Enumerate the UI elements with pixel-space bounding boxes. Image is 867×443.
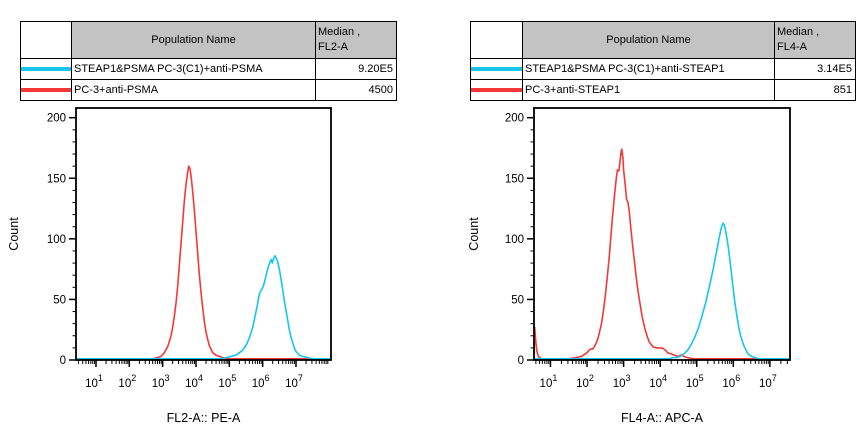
legend-table-fl2: Population Name Median , FL2-A STEAP1&PS… xyxy=(20,21,397,101)
x-tick-label: 106 xyxy=(252,373,270,390)
swatch-cell xyxy=(470,79,523,101)
y-tick-label: 50 xyxy=(53,294,66,306)
y-axis-title: Count xyxy=(467,217,481,251)
median-header-line1: Median , xyxy=(318,26,361,38)
legend-row-pc3: PC-3+anti-PSMA 4500 xyxy=(20,79,397,101)
population-name-header: Population Name xyxy=(71,21,316,59)
panel-fl2: Population Name Median , FL2-A STEAP1&PS… xyxy=(0,0,433,443)
y-tick-label: 100 xyxy=(505,234,524,246)
x-tick-label: 101 xyxy=(85,373,103,390)
x-tick-label: 104 xyxy=(649,373,667,390)
median-value: 9.20E5 xyxy=(315,58,397,80)
plot-box xyxy=(533,107,791,361)
legend-row-steap1-psma: STEAP1&PSMA PC-3(C1)+anti-STEAP1 3.14E5 xyxy=(470,58,856,80)
median-value: 3.14E5 xyxy=(774,58,856,80)
x-tick-label: 106 xyxy=(722,373,740,390)
y-tick-label: 150 xyxy=(505,173,524,185)
population-name: PC-3+anti-PSMA xyxy=(71,79,316,101)
x-tick-label: 102 xyxy=(576,373,594,390)
median-value: 851 xyxy=(774,79,856,101)
y-tick-label: 50 xyxy=(511,294,524,306)
x-tick-label: 105 xyxy=(218,373,236,390)
legend-header-row: Population Name Median , FL4-A xyxy=(470,21,856,59)
legend-header-row: Population Name Median , FL2-A xyxy=(20,21,397,59)
x-tick-label: 107 xyxy=(759,373,777,390)
histogram-curves xyxy=(534,148,790,360)
y-tick-label: 0 xyxy=(60,355,66,367)
histogram-chart-fl4: 101 102 103 104 105 106 107 0 50 100 150 200FL4-A::… xyxy=(467,107,791,425)
population-name: STEAP1&PSMA PC-3(C1)+anti-STEAP1 xyxy=(522,58,775,80)
x-axis: 101 102 103 104 105 106 107 xyxy=(535,360,788,390)
legend-swatch-header-cell xyxy=(20,21,72,59)
histogram-curve xyxy=(76,165,331,360)
y-tick-label: 200 xyxy=(47,113,66,125)
x-tick-label: 102 xyxy=(118,373,136,390)
median-header-line1: Median , xyxy=(777,26,820,38)
histogram-curve xyxy=(534,148,790,360)
legend-swatch-header-cell xyxy=(470,21,523,59)
x-axis-title: FL2-A:: PE-A xyxy=(167,411,241,425)
histogram-curve xyxy=(76,255,331,360)
y-tick-label: 150 xyxy=(47,173,66,185)
x-tick-label: 103 xyxy=(613,373,631,390)
legend-table-fl4: Population Name Median , FL4-A STEAP1&PS… xyxy=(470,21,856,101)
legend-row-steap1-psma: STEAP1&PSMA PC-3(C1)+anti-PSMA 9.20E5 xyxy=(20,58,397,80)
median-header: Median , FL2-A xyxy=(315,21,397,59)
x-tick-label: 103 xyxy=(152,373,170,390)
population-name: STEAP1&PSMA PC-3(C1)+anti-PSMA xyxy=(71,58,316,80)
legend-row-pc3: PC-3+anti-STEAP1 851 xyxy=(470,79,856,101)
y-tick-label: 200 xyxy=(505,113,524,125)
histogram-chart-fl2: 101 102 103 104 105 106 107 0 50 100 150 200FL2-A::… xyxy=(7,107,332,425)
plot-box xyxy=(75,107,332,361)
x-tick-label: 101 xyxy=(540,373,558,390)
cyan-series-swatch xyxy=(471,67,522,71)
median-header-line2: FL4-A xyxy=(777,41,807,53)
x-tick-label: 105 xyxy=(686,373,704,390)
population-name: PC-3+anti-STEAP1 xyxy=(522,79,775,101)
median-header: Median , FL4-A xyxy=(774,21,856,59)
x-tick-label: 104 xyxy=(185,373,203,390)
y-tick-label: 100 xyxy=(47,234,66,246)
red-series-swatch xyxy=(21,88,71,92)
swatch-cell xyxy=(20,58,72,80)
swatch-cell xyxy=(20,79,72,101)
x-axis: 101 102 103 104 105 106 107 xyxy=(78,360,329,390)
x-axis-title: FL4-A:: APC-A xyxy=(621,411,704,425)
x-tick-label: 107 xyxy=(285,373,303,390)
median-header-line2: FL2-A xyxy=(318,41,348,53)
histogram-curve xyxy=(534,222,790,360)
median-value: 4500 xyxy=(315,79,397,101)
y-axis: 0 50 100 150 200 xyxy=(505,113,534,367)
cyan-series-swatch xyxy=(21,67,71,71)
red-series-swatch xyxy=(471,88,522,92)
y-axis-title: Count xyxy=(7,217,21,251)
histogram-curves xyxy=(76,165,331,360)
y-tick-label: 0 xyxy=(518,355,524,367)
population-name-header: Population Name xyxy=(522,21,775,59)
panel-fl4: Population Name Median , FL4-A STEAP1&PS… xyxy=(434,0,867,443)
swatch-cell xyxy=(470,58,523,80)
y-axis: 0 50 100 150 200 xyxy=(47,113,76,367)
